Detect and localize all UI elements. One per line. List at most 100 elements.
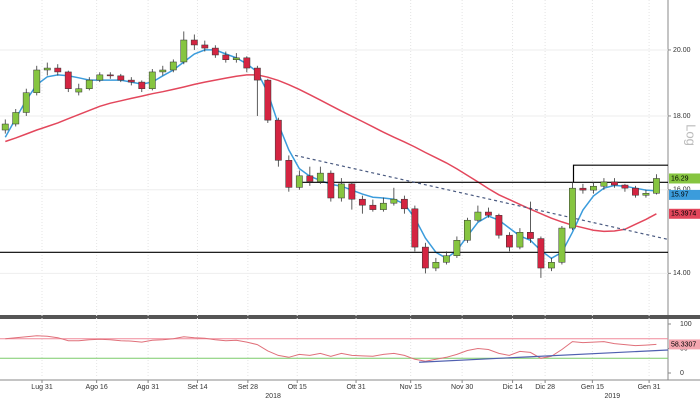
x-tick-label: Gen 15	[581, 384, 604, 391]
candle-body	[222, 54, 230, 60]
candle-body	[75, 88, 83, 93]
x-tick-label: Ago 31	[137, 384, 159, 391]
candle-body	[495, 215, 503, 236]
y-tick-label: 18.00	[673, 113, 691, 120]
candle-body	[369, 204, 377, 210]
rsi-tag	[669, 339, 700, 350]
candle-body	[306, 175, 314, 182]
candle-body	[527, 232, 534, 239]
candle-body	[274, 119, 282, 161]
x-tick-label: Set 14	[187, 384, 207, 391]
candle-body	[642, 193, 650, 196]
x-tick-label: Set 28	[238, 384, 258, 391]
candle-body	[548, 262, 555, 269]
candle-body	[337, 183, 345, 199]
price-tag	[669, 189, 700, 200]
candle-body	[316, 172, 324, 182]
candle-body	[432, 262, 440, 269]
candle-body	[569, 187, 576, 229]
year-label: 2018	[265, 393, 281, 400]
x-tick-label: Nov 15	[400, 384, 422, 391]
candle-body	[33, 69, 41, 93]
candle-body	[148, 71, 156, 89]
candle-body	[484, 211, 492, 216]
price-tag	[669, 173, 700, 184]
candle-body	[453, 240, 461, 256]
x-tick-label: Ott 31	[347, 384, 366, 391]
price-tag-label: 16.29	[671, 175, 689, 182]
candle-body	[264, 79, 272, 121]
y-tick-label: 20.00	[673, 47, 691, 54]
candle-body	[358, 198, 366, 206]
x-tick-label: Nov 30	[451, 384, 473, 391]
candle-body	[327, 172, 335, 199]
candle-body	[54, 67, 62, 73]
candle-body	[621, 184, 629, 189]
rsi-tick-label: 100	[680, 321, 692, 328]
panel-separator	[0, 315, 700, 319]
candle-body	[590, 185, 597, 191]
candle-body	[442, 255, 450, 263]
candle-body	[106, 74, 114, 77]
candle-body	[506, 234, 513, 248]
candle-body	[138, 81, 146, 89]
candle-body	[127, 79, 135, 83]
candle-body	[180, 39, 188, 63]
candle-body	[558, 227, 566, 263]
year-label: 2019	[605, 393, 621, 400]
candle-body	[463, 219, 471, 241]
candle-body	[285, 160, 293, 188]
candle-body	[117, 75, 125, 81]
candle-body	[12, 112, 20, 125]
candle-body	[1, 123, 9, 131]
y-tick-label: 14.00	[673, 270, 691, 277]
candle-body	[43, 67, 51, 71]
moving-average	[5, 74, 657, 233]
candle-body	[653, 178, 660, 194]
price-tag	[669, 208, 700, 219]
trend-line	[294, 154, 669, 240]
candle-body	[421, 246, 429, 269]
candle-body	[516, 232, 524, 248]
candle-body	[169, 61, 177, 71]
candle-body	[243, 57, 251, 69]
x-tick-label: Dic 14	[503, 384, 523, 391]
candle-body	[537, 238, 545, 269]
candle-body	[85, 79, 93, 89]
rsi-trend-line	[419, 349, 669, 363]
candle-body	[64, 71, 72, 89]
rsi-tag-label: 58.3307	[671, 341, 696, 348]
x-tick-label: Dic 28	[535, 384, 555, 391]
candle-body	[474, 211, 482, 221]
candle-body	[348, 183, 356, 200]
trend-line	[572, 164, 668, 183]
candle-body	[211, 47, 219, 56]
log-label: Log	[684, 124, 699, 146]
candle-body	[400, 198, 408, 210]
candle-body	[253, 67, 261, 81]
candle-body	[611, 181, 618, 186]
rsi-line	[5, 335, 657, 362]
candle-body	[295, 175, 303, 188]
x-tick-label: Lug 31	[31, 384, 53, 391]
candle-body	[190, 39, 198, 46]
candle-body	[159, 69, 167, 73]
candle-body	[379, 202, 387, 210]
rsi-tick-label: 0	[680, 370, 684, 377]
candle-body	[579, 187, 587, 191]
candle-body	[201, 44, 209, 49]
x-tick-label: Ago 16	[86, 384, 108, 391]
x-tick-label: Gen 31	[638, 384, 661, 391]
candle-body	[96, 74, 104, 81]
candle-body	[22, 92, 30, 113]
price-tag-label: 15.3974	[671, 211, 696, 218]
candle-body	[600, 181, 608, 187]
price-tag-label: 15.97	[671, 192, 689, 199]
x-tick-label: Ott 15	[288, 384, 307, 391]
candle-body	[632, 187, 639, 196]
candle-body	[411, 208, 419, 248]
candle-body	[232, 57, 240, 60]
candle-body	[390, 198, 398, 204]
